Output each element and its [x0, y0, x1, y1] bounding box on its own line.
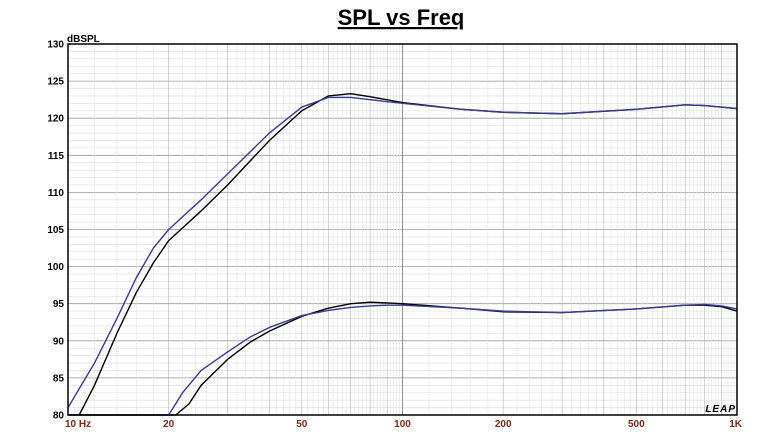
y-tick-label: 115: [48, 151, 65, 162]
series-layer: [67, 93, 738, 416]
x-tick-label: 200: [495, 419, 512, 430]
x-tick-label: 1K: [729, 419, 743, 430]
x-tick-label: 10 Hz: [65, 419, 91, 430]
x-tick-label: 50: [296, 419, 308, 430]
x-tick-label: 100: [394, 419, 411, 430]
y-tick-label: 80: [53, 411, 65, 422]
y-tick-label: 105: [47, 225, 64, 236]
plot-frame: [67, 43, 738, 416]
y-tick-label: 100: [47, 262, 64, 273]
brand-logo: LEAP: [705, 404, 736, 415]
series-line-1: [78, 93, 738, 416]
y-axis-unit-label: dBSPL: [67, 34, 100, 45]
x-tick-label: 500: [628, 419, 645, 430]
grid: [67, 43, 738, 416]
x-tick-labels: 10 Hz 20 50 100 200 500 1K: [65, 419, 743, 430]
y-tick-label: 90: [53, 336, 65, 347]
series-line-4: [68, 303, 738, 416]
y-tick-label: 130: [47, 40, 64, 51]
series-line-2: [67, 96, 738, 408]
y-tick-label: 95: [53, 299, 65, 310]
y-tick-label: 120: [47, 114, 64, 125]
y-tick-labels: 80 85 90 95 100 105 110 115 120 125 130: [47, 40, 64, 422]
y-tick-label: 125: [47, 77, 64, 88]
y-tick-label: 110: [48, 188, 65, 199]
y-tick-label: 85: [53, 373, 65, 384]
chart-title: SPL vs Freq: [338, 5, 465, 30]
x-tick-label: 20: [163, 419, 175, 430]
